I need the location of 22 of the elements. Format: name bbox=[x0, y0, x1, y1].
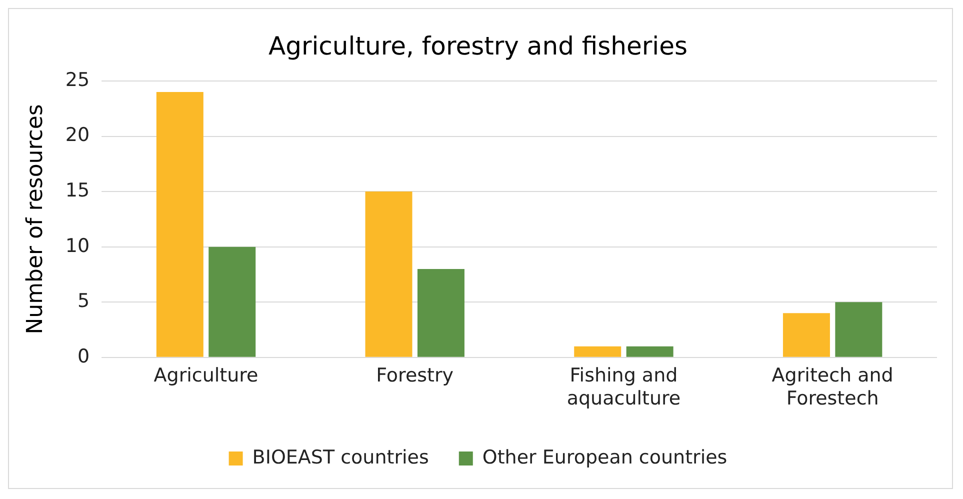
x-tick-label: Fishing and aquaculture bbox=[566, 364, 681, 410]
x-tick-label: Forestry bbox=[376, 364, 454, 387]
y-tick-label: 5 bbox=[77, 290, 90, 312]
bar bbox=[626, 346, 674, 357]
y-tick-label: 0 bbox=[77, 345, 90, 368]
chart-title: Agriculture, forestry and fisheries bbox=[268, 32, 688, 60]
legend-label: BIOEAST countries bbox=[252, 446, 429, 468]
bar bbox=[835, 302, 882, 357]
y-axis-title: Number of resources bbox=[22, 104, 48, 334]
y-tick-label: 15 bbox=[65, 179, 90, 202]
legend-label: Other European countries bbox=[482, 446, 728, 468]
bar bbox=[365, 192, 412, 357]
bar bbox=[156, 92, 204, 357]
x-tick-label: Agriculture bbox=[154, 364, 258, 387]
bar bbox=[574, 346, 622, 357]
x-tick-label: Agritech and Forestech bbox=[772, 364, 894, 410]
y-tick-label: 10 bbox=[65, 234, 90, 257]
bar bbox=[782, 313, 830, 357]
bar bbox=[417, 268, 464, 357]
y-tick-label: 25 bbox=[65, 68, 90, 91]
bar bbox=[208, 246, 256, 357]
y-tick-label: 20 bbox=[65, 124, 90, 146]
